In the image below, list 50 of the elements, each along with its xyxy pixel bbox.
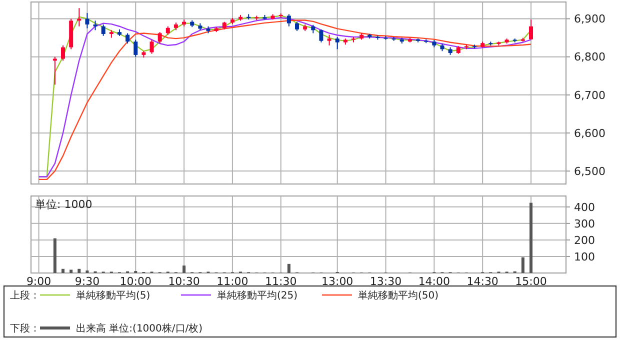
candlestick (335, 36, 340, 50)
bar (530, 202, 532, 273)
y-tick-label: 6,700 (574, 88, 606, 102)
y-tick-label: 200 (574, 234, 595, 247)
bar (62, 268, 65, 273)
legend-label: 単純移動平均(50) (358, 290, 439, 302)
x-tick-label: 11:00 (216, 275, 248, 288)
candlestick (101, 24, 106, 36)
x-tick-label: 15:00 (515, 275, 547, 288)
x-tick-label: 13:00 (321, 275, 354, 288)
x-tick-label: 10:30 (168, 275, 200, 288)
candlestick (134, 39, 138, 58)
bar (182, 266, 186, 273)
y-tick-label: 6,800 (574, 50, 606, 64)
candlestick (52, 56, 57, 86)
legend-title: 下段： (10, 322, 40, 334)
x-tick-label: 9:30 (74, 275, 100, 288)
x-tick-label: 11:30 (265, 275, 297, 288)
y-tick-label: 6,500 (574, 164, 606, 178)
y-tick-label: 300 (574, 217, 595, 230)
candlestick (93, 20, 98, 31)
legend-title: 上段： (10, 290, 40, 302)
annotation: 単位: 1000 (35, 198, 92, 211)
bar (287, 264, 290, 273)
candlestick (286, 14, 291, 27)
legend-label: 単純移動平均(5) (76, 290, 150, 302)
x-tick-label: 14:00 (418, 275, 450, 288)
candlestick (319, 28, 324, 43)
x-tick-label: 10:00 (120, 275, 152, 288)
y-tick-label: 6,900 (574, 12, 606, 26)
y-tick-label: 6,600 (574, 126, 606, 140)
candlestick (150, 39, 154, 54)
y-tick-label: 100 (574, 250, 595, 264)
legend-label: 出来高 単位:(1000株/口/枚) (76, 322, 203, 334)
bar (78, 268, 81, 273)
candlestick (327, 34, 332, 46)
x-tick-label: 9:00 (26, 275, 52, 288)
candlestick (158, 32, 162, 44)
x-tick-label: 14:30 (466, 275, 498, 288)
legend-label: 単純移動平均(25) (217, 290, 298, 302)
bar (53, 238, 56, 273)
candlestick (61, 44, 66, 62)
bar (521, 257, 524, 273)
candlestick (126, 32, 130, 44)
y-tick-label: 400 (574, 200, 595, 214)
candlestick (85, 12, 90, 29)
candlestick (295, 21, 300, 32)
candlestick (529, 19, 533, 40)
x-tick-label: 13:30 (370, 275, 402, 288)
bar (70, 270, 73, 273)
